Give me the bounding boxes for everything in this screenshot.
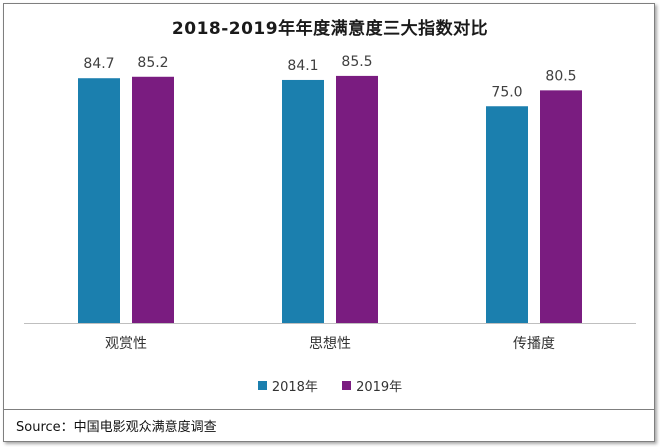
legend-item-2018: 2018年 [257, 376, 318, 395]
legend: 2018年 2019年 [4, 376, 656, 395]
category-label-观赏性: 观赏性 [105, 336, 147, 352]
bar-传播度-2018年 [486, 106, 528, 323]
chart-title: 2018-2019年年度满意度三大指数对比 [171, 19, 489, 39]
bar-chart: 84.7 85.2 观赏性 84.1 85.5 思想性 75.0 80.5 传播度 [24, 54, 636, 352]
bar-传播度-2019年 [540, 90, 582, 323]
legend-label-2018: 2018年 [271, 380, 318, 395]
data-label-思想性-2019年: 85.5 [341, 54, 372, 70]
bar-观赏性-2019年 [132, 76, 174, 323]
bar-思想性-2018年 [282, 79, 324, 324]
data-label-传播度-2019年: 80.5 [545, 68, 576, 84]
category-label-传播度: 传播度 [513, 336, 555, 352]
source-divider [4, 409, 654, 410]
bar-观赏性-2018年 [78, 78, 120, 323]
source-note: Source：中国电影观众满意度调查 [16, 420, 217, 435]
legend-swatch-2018 [257, 381, 267, 390]
category-label-思想性: 思想性 [309, 336, 351, 352]
data-label-观赏性-2018年: 84.7 [83, 56, 114, 72]
bar-思想性-2019年 [336, 75, 378, 323]
data-label-观赏性-2019年: 85.2 [137, 55, 168, 71]
data-label-传播度-2018年: 75.0 [491, 84, 522, 100]
legend-item-2019: 2019年 [342, 376, 402, 395]
legend-label-2019: 2019年 [356, 380, 403, 395]
legend-swatch-2019 [342, 381, 352, 390]
data-label-思想性-2018年: 84.1 [287, 58, 318, 74]
chart-frame: 2018-2019年年度满意度三大指数对比 84.7 85.2 观赏性 84.1 85.… [3, 3, 655, 442]
